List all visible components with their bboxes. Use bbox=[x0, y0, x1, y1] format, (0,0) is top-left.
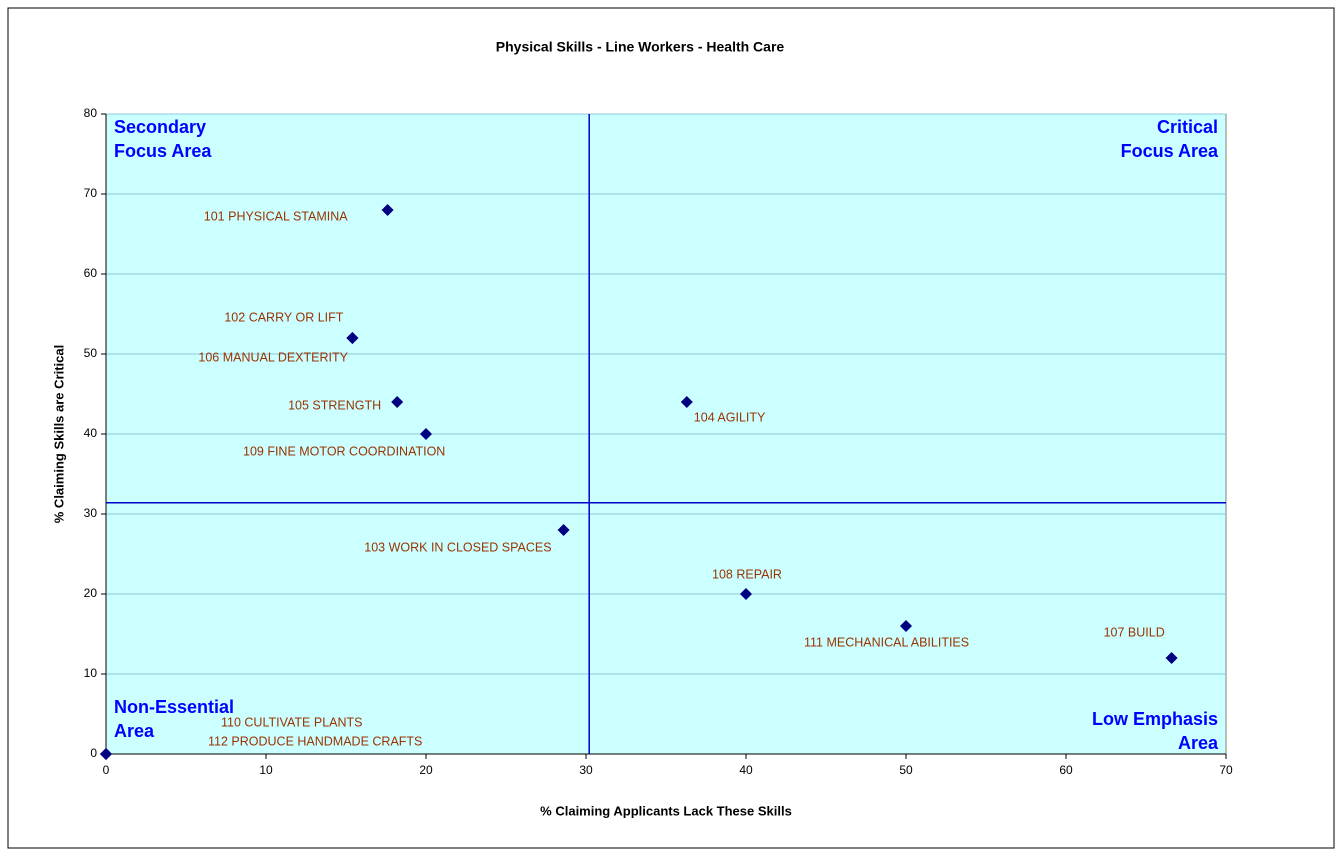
y-tick-label: 20 bbox=[84, 586, 98, 600]
quadrant-label: Secondary bbox=[114, 117, 206, 137]
quadrant-label: Area bbox=[1178, 733, 1219, 753]
x-tick-label: 50 bbox=[899, 763, 913, 777]
x-tick-label: 60 bbox=[1059, 763, 1073, 777]
quadrant-label: Low Emphasis bbox=[1092, 709, 1218, 729]
quadrant-label: Focus Area bbox=[1121, 141, 1219, 161]
point-label: 102 CARRY OR LIFT bbox=[224, 310, 343, 324]
y-axis-title: % Claiming Skills are Critical bbox=[51, 345, 66, 523]
quadrant-label: Focus Area bbox=[114, 141, 212, 161]
chart-title: Physical Skills - Line Workers - Health … bbox=[496, 39, 785, 55]
point bbox=[100, 748, 112, 760]
point bbox=[420, 428, 432, 440]
point bbox=[680, 396, 693, 408]
point bbox=[1165, 652, 1178, 664]
point-label: 109 FINE MOTOR COORDINATION bbox=[243, 444, 445, 458]
point-label: 103 WORK IN CLOSED SPACES bbox=[364, 540, 551, 554]
point bbox=[381, 204, 394, 216]
point-label: 108 REPAIR bbox=[712, 567, 782, 581]
x-tick-label: 20 bbox=[419, 763, 433, 777]
x-tick-label: 70 bbox=[1219, 763, 1233, 777]
point-label: 106 MANUAL DEXTERITY bbox=[198, 350, 348, 364]
y-tick-label: 70 bbox=[84, 186, 98, 200]
point-label: 107 BUILD bbox=[1104, 625, 1165, 639]
quadrant-label: Critical bbox=[1157, 117, 1218, 137]
point bbox=[900, 620, 912, 632]
x-tick-label: 30 bbox=[579, 763, 593, 777]
x-tick-label: 40 bbox=[739, 763, 753, 777]
point-label: 110 CULTIVATE PLANTS bbox=[221, 715, 362, 729]
y-tick-label: 30 bbox=[84, 506, 98, 520]
point bbox=[740, 588, 752, 600]
point bbox=[346, 332, 359, 344]
y-tick-label: 0 bbox=[90, 746, 97, 760]
x-tick-label: 0 bbox=[103, 763, 110, 777]
x-axis-title: % Claiming Applicants Lack These Skills bbox=[540, 803, 792, 818]
point-label: 101 PHYSICAL STAMINA bbox=[204, 209, 348, 223]
y-tick-label: 60 bbox=[84, 266, 98, 280]
y-tick-label: 80 bbox=[84, 106, 98, 120]
point-label: 112 PRODUCE HANDMADE CRAFTS bbox=[208, 734, 422, 748]
quadrant-label: Non-Essential bbox=[114, 697, 234, 717]
x-tick-label: 10 bbox=[259, 763, 273, 777]
point-label: 105 STRENGTH bbox=[288, 398, 381, 412]
y-tick-label: 10 bbox=[84, 666, 98, 680]
y-tick-label: 40 bbox=[84, 426, 98, 440]
point bbox=[391, 396, 404, 408]
y-tick-label: 50 bbox=[84, 346, 98, 360]
quadrant-label: Area bbox=[114, 721, 155, 741]
point-label: 104 AGILITY bbox=[694, 410, 766, 424]
point bbox=[557, 524, 570, 536]
point-label: 111 MECHANICAL ABILITIES bbox=[804, 635, 969, 649]
